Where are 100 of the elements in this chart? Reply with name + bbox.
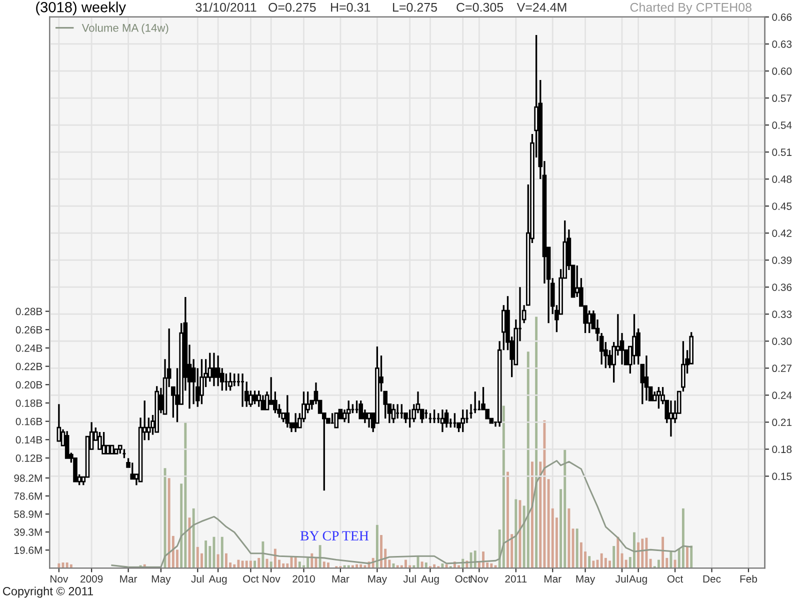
candlestick: [668, 400, 674, 438]
candlestick: [460, 408, 466, 433]
x-tick-label: Aug: [629, 575, 647, 585]
y-tick-label: 0.60: [772, 68, 792, 75]
bar: [637, 542, 640, 568]
y-tick-label: 0.33: [772, 310, 792, 318]
candlestick: [656, 386, 661, 410]
y-tick-label: 0.42: [772, 230, 792, 237]
y-tick-label: 0.45: [772, 202, 792, 210]
y-tick-label: 0.54: [772, 122, 792, 129]
bar: [376, 524, 378, 568]
bar: [547, 479, 550, 568]
x-tick-label: May: [152, 575, 171, 585]
bar: [641, 538, 644, 568]
bar: [294, 557, 297, 568]
bar: [245, 560, 248, 568]
y-tick-label: 0.24: [772, 392, 792, 400]
y-tick-label: 0.39: [772, 256, 792, 264]
x-tick-label: Feb: [740, 574, 758, 583]
x-tick-label: 2011: [505, 575, 527, 583]
x-tick-label: Dec: [703, 575, 721, 583]
bar: [380, 535, 382, 568]
x-tick-label: Aug: [208, 575, 227, 585]
bar: [662, 536, 664, 568]
x-tick-label: Oct: [667, 575, 684, 583]
candlestick: [334, 412, 339, 428]
y-tick-label: 0.48: [772, 176, 792, 183]
candlestick: [256, 390, 262, 408]
text: Copyright © 2011: [3, 586, 93, 598]
bar: [588, 556, 591, 568]
bar: [568, 508, 570, 568]
bar: [657, 560, 660, 568]
y-tick-label: 0.66: [772, 13, 792, 21]
bar: [506, 472, 509, 568]
text: Charted By CPTEH08: [630, 2, 752, 14]
text: C=0.305: [456, 2, 504, 12]
text: H=0.31: [331, 2, 370, 12]
candlestick: [644, 354, 649, 402]
x-tick-label: Oct: [455, 575, 471, 583]
y-tick-label: 0.18: [772, 446, 792, 454]
bar: [258, 558, 260, 568]
bar: [670, 552, 672, 568]
y-tick-label: 0.27: [772, 364, 792, 372]
candlestick: [366, 412, 372, 428]
y-tick-label: 0.51: [772, 148, 792, 156]
bar: [204, 540, 208, 568]
x-tick-label: Nov: [262, 575, 280, 583]
bar: [502, 406, 505, 568]
y2-tick-label: 0.18B: [16, 399, 42, 407]
y-tick-label: 0.21: [772, 418, 792, 426]
text: L=0.275: [393, 2, 438, 12]
candlestick: [98, 431, 102, 450]
bar: [608, 560, 611, 568]
candlestick: [273, 390, 278, 414]
bar: [270, 562, 272, 568]
candlestick: [587, 310, 592, 334]
candlestick: [444, 408, 449, 428]
bar: [212, 536, 216, 568]
text: V=24.4M: [516, 2, 566, 12]
y2-tick-label: 0.16B: [16, 418, 42, 426]
y-tick-label: 0.30: [772, 338, 792, 345]
bar: [580, 542, 582, 568]
bar: [682, 508, 684, 568]
bar: [576, 528, 578, 568]
candlestick: [252, 390, 257, 405]
x-tick-label: Nov: [50, 575, 68, 583]
bar: [220, 536, 224, 568]
x-tick-label: Mar: [120, 575, 138, 583]
bar: [322, 562, 326, 568]
bar: [616, 536, 620, 568]
bar: [237, 560, 240, 568]
bar: [514, 499, 518, 568]
y2-tick-label: 0.20B: [16, 381, 42, 389]
bar: [526, 352, 530, 568]
bar: [241, 560, 244, 568]
candlestick: [216, 354, 220, 387]
bar: [224, 553, 228, 568]
bar: [298, 562, 301, 568]
candlestick: [191, 358, 196, 405]
x-tick-label: 2009: [80, 575, 103, 583]
x-tick-label: May: [576, 575, 596, 585]
bar: [690, 546, 693, 568]
bar: [66, 562, 68, 568]
x-tick-label: May: [368, 575, 387, 585]
candlestick: [228, 372, 232, 392]
candlestick: [391, 403, 396, 424]
bar: [604, 558, 607, 568]
y2-tick-label: 98.2M: [14, 474, 42, 482]
bar: [592, 560, 595, 568]
bar: [674, 560, 676, 568]
candlestick: [146, 416, 151, 441]
bar: [624, 560, 628, 568]
bar: [420, 562, 424, 568]
bar: [184, 422, 187, 568]
y2-tick-label: 78.6M: [14, 492, 42, 500]
y2-tick-label: 0.12B: [16, 454, 42, 462]
annotation: BY CP TEH: [300, 531, 369, 540]
candlestick: [200, 358, 204, 405]
bar: [535, 316, 538, 568]
bar: [306, 558, 310, 568]
